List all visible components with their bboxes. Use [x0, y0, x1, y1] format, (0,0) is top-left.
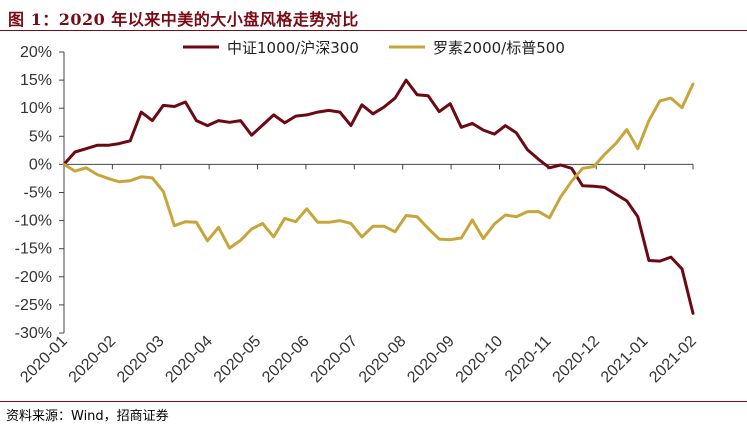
figure-title: 图 1：2020 年以来中美的大小盘风格走势对比: [8, 10, 359, 29]
y-tick-label: 20%: [20, 44, 52, 61]
footer-divider: [0, 401, 747, 402]
title-divider: [0, 30, 747, 31]
y-tick-label: 0%: [29, 156, 52, 173]
legend: 中证1000/沪深300 罗素2000/标普500: [183, 39, 565, 57]
x-tick-label: 2020-05: [211, 333, 265, 387]
x-tick-label: 2020-12: [550, 333, 604, 387]
legend-label-2: 罗素2000/标普500: [433, 39, 565, 57]
y-tick-label: -5%: [24, 185, 52, 202]
x-tick-label: 2020-06: [259, 333, 313, 387]
series-layer: [62, 78, 695, 315]
x-tick-label: 2021-01: [598, 333, 652, 387]
y-tick-label: -15%: [15, 241, 52, 258]
y-tick-label: 10%: [20, 100, 52, 117]
x-tick-label: 2020-11: [502, 333, 555, 386]
x-tick-label: 2020-04: [162, 333, 216, 387]
x-tick-label: 2020-07: [308, 333, 362, 387]
y-tick-label: 15%: [20, 72, 52, 89]
series-line-1: [62, 78, 695, 315]
series-line-2: [62, 82, 695, 250]
y-tick-label: -20%: [15, 269, 52, 286]
y-tick-label: -25%: [15, 297, 52, 314]
x-tick-label: 2020-10: [453, 333, 507, 387]
y-tick-label: -30%: [15, 325, 52, 342]
source-note: 资料来源：Wind，招商证券: [6, 409, 169, 424]
y-axis: 20% 15% 10% 5% 0% -5% -10% -15% -20% -25% -30%: [15, 44, 65, 342]
x-tick-label: 2021-02: [646, 333, 700, 387]
x-tick-label: 2020-09: [404, 333, 458, 387]
x-tick-label: 2020-02: [66, 333, 120, 387]
x-tick-label: 2020-03: [114, 333, 168, 387]
x-tick-label: 2020-08: [356, 333, 410, 387]
y-tick-label: 5%: [29, 128, 52, 145]
y-tick-label: -10%: [15, 213, 52, 230]
legend-label-1: 中证1000/沪深300: [227, 39, 359, 57]
x-axis: 2020-012020-022020-032020-042020-052020-…: [17, 163, 700, 387]
